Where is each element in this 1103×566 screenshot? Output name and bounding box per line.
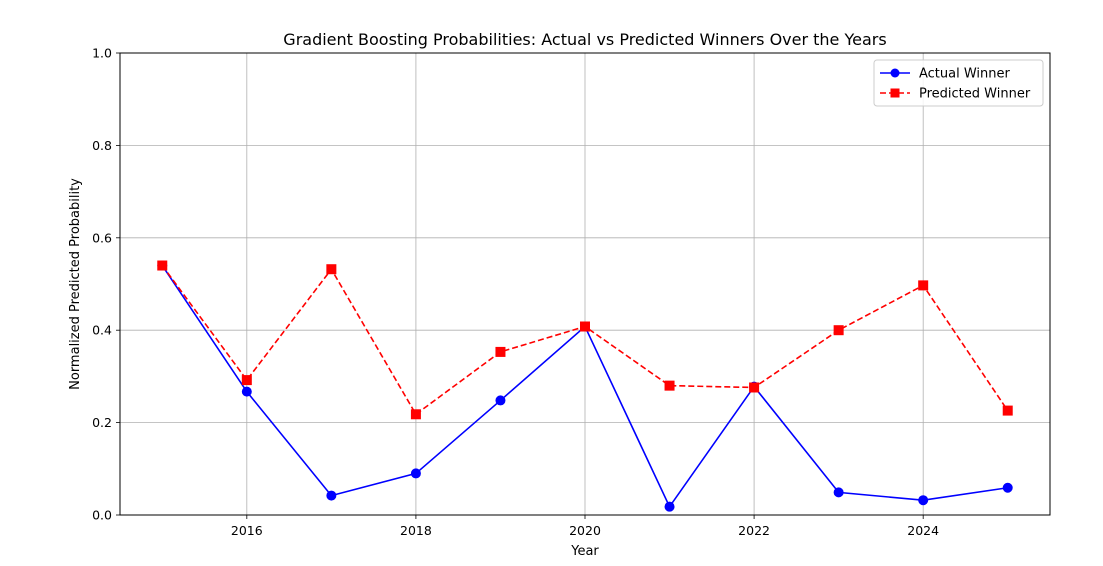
data-point	[918, 280, 929, 291]
data-point	[241, 386, 252, 397]
legend-box	[873, 59, 1044, 107]
x-tick-label: 2020	[569, 523, 601, 538]
x-tick-label: 2024	[907, 523, 939, 538]
legend: Actual Winner Predicted Winner	[873, 59, 1044, 107]
data-point	[664, 501, 675, 512]
y-tick-label: 0.4	[92, 323, 112, 338]
grid	[120, 52, 1050, 516]
legend-marker	[890, 68, 900, 78]
data-point	[410, 409, 421, 420]
data-point	[580, 321, 590, 332]
y-tick-label: 0.8	[92, 138, 112, 153]
data-point	[495, 395, 506, 406]
data-point	[157, 260, 168, 271]
data-point	[833, 325, 844, 336]
series-layer	[157, 260, 1013, 512]
x-tick-label: 2018	[400, 523, 432, 538]
legend-label: Actual Winner	[919, 67, 1011, 82]
y-tick-label: 1.0	[92, 46, 112, 61]
y-tick-label: 0.0	[92, 508, 112, 523]
data-point	[326, 490, 337, 501]
chart-title: Gradient Boosting Probabilities: Actual …	[283, 30, 886, 49]
data-point	[749, 382, 760, 393]
data-point	[241, 375, 252, 386]
axis-ticks: 2016 2018 2020 2022 2024 0.0 0.2 0.4 0.6 0.8 1.0	[92, 46, 939, 539]
y-tick-label: 0.2	[92, 415, 112, 430]
legend-label: Predicted Winner	[919, 87, 1031, 102]
data-point	[664, 380, 675, 391]
x-tick-label: 2022	[738, 523, 770, 538]
y-axis-title: Normalized Predicted Probability	[68, 178, 83, 390]
x-axis-title: Year	[570, 544, 599, 559]
data-point	[1002, 405, 1013, 416]
y-tick-label: 0.6	[92, 230, 112, 245]
legend-marker	[890, 88, 900, 98]
series-predicted-winner	[157, 260, 1013, 420]
x-tick-label: 2016	[231, 523, 263, 538]
data-point	[833, 487, 844, 498]
data-point	[326, 264, 337, 275]
data-point	[495, 346, 506, 357]
data-point	[1002, 482, 1013, 493]
data-point	[918, 495, 929, 506]
data-point	[410, 468, 421, 479]
